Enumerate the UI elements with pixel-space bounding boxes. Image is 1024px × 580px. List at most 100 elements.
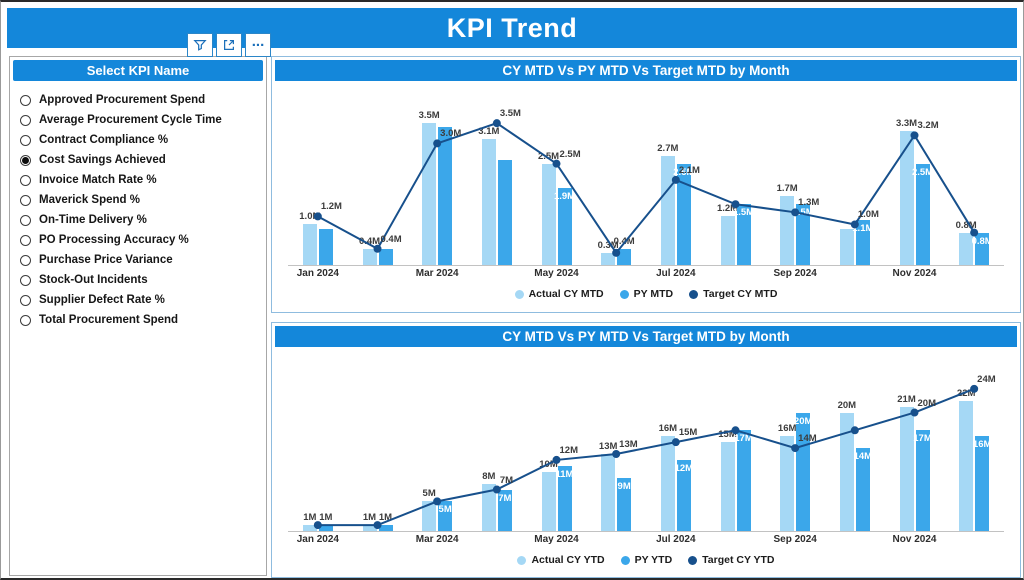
py-bar[interactable]: [318, 525, 333, 531]
actual-bar[interactable]: [899, 131, 914, 265]
x-axis-label: Nov 2024: [892, 268, 937, 279]
kpi-option-0[interactable]: Approved Procurement Spend: [20, 90, 258, 110]
target-label: 2.5M: [559, 148, 581, 160]
kpi-option-label: On-Time Delivery %: [39, 214, 147, 226]
visual-toolbar: ...: [187, 33, 271, 57]
radio-button[interactable]: [20, 134, 31, 146]
actual-bar[interactable]: [959, 400, 974, 531]
x-axis-label: Nov 2024: [892, 534, 937, 545]
py-bar[interactable]: [796, 412, 811, 531]
data-label: 1.1M: [852, 223, 874, 235]
actual-bar[interactable]: [601, 252, 616, 265]
radio-button[interactable]: [20, 114, 31, 126]
kpi-option-10[interactable]: Supplier Defect Rate %: [20, 290, 258, 310]
mtd-chart-plot-area[interactable]: 1.0M 0.4M 3.5M 3.1M 2.5M 0.3M 2.7M 1.2M 1.7M 3.3M…: [288, 85, 1004, 266]
actual-bar[interactable]: [780, 436, 795, 531]
radio-button[interactable]: [20, 274, 31, 286]
data-label: 1.7M: [776, 183, 798, 195]
legend-label: Target CY MTD: [703, 288, 778, 300]
kpi-option-label: Contract Compliance %: [39, 134, 169, 146]
actual-bar[interactable]: [541, 471, 556, 531]
kpi-option-5[interactable]: Maverick Spend %: [20, 190, 258, 210]
radio-button[interactable]: [20, 314, 31, 326]
data-label: 11M: [555, 468, 574, 480]
py-bar[interactable]: [617, 248, 632, 265]
kpi-slicer-panel: Select KPI Name Approved Procurement Spe…: [9, 56, 267, 576]
kpi-option-8[interactable]: Purchase Price Variance: [20, 250, 258, 270]
py-bar[interactable]: [676, 163, 691, 265]
actual-bar[interactable]: [362, 525, 377, 531]
actual-bar[interactable]: [720, 442, 735, 531]
expand-button[interactable]: [216, 33, 242, 57]
kpi-option-label: Cost Savings Achieved: [39, 154, 166, 166]
actual-bar[interactable]: [362, 248, 377, 265]
py-bar[interactable]: [378, 248, 393, 265]
py-bar[interactable]: [497, 159, 512, 265]
actual-bar[interactable]: [541, 163, 556, 265]
data-label: 9M: [617, 480, 631, 492]
x-axis-label: Sep 2024: [773, 534, 817, 545]
target-label: 3.2M: [917, 120, 939, 132]
ytd-chart-plot-area[interactable]: 1M 1M 5M 8M 10M 13M 16M 15M 16M 20M 21M 22M 1M 1M 5M 7M…: [288, 351, 1004, 532]
kpi-option-7[interactable]: PO Processing Accuracy %: [20, 230, 258, 250]
kpi-option-2[interactable]: Contract Compliance %: [20, 130, 258, 150]
radio-button[interactable]: [20, 254, 31, 266]
actual-bar[interactable]: [601, 454, 616, 531]
py-bar[interactable]: [438, 127, 453, 265]
actual-bar[interactable]: [481, 139, 496, 265]
ytd-x-axis: Jan 2024 Mar 2024 May 2024 Jul 2024 Sep 2024…: [288, 534, 1004, 549]
py-bar[interactable]: [378, 525, 393, 531]
kpi-option-9[interactable]: Stock-Out Incidents: [20, 270, 258, 290]
target-legend-dot: [688, 555, 698, 565]
series-legend-dot: [620, 555, 630, 565]
mtd-chart-title: CY MTD Vs PY MTD Vs Target MTD by Month: [275, 60, 1017, 81]
data-label: 0.8M: [955, 219, 977, 231]
actual-bar[interactable]: [302, 525, 317, 531]
data-label: 2.5M: [911, 166, 934, 178]
legend-item: Target CY MTD: [689, 288, 777, 300]
filter-icon: [193, 38, 207, 52]
py-bar[interactable]: [318, 228, 333, 265]
radio-button[interactable]: [20, 194, 31, 206]
more-options-button[interactable]: ...: [245, 33, 271, 57]
data-label: 2.7M: [657, 142, 679, 154]
actual-bar[interactable]: [899, 406, 914, 531]
py-bar[interactable]: [736, 430, 751, 531]
radio-button[interactable]: [20, 174, 31, 186]
x-axis-label: May 2024: [534, 268, 579, 279]
actual-bar[interactable]: [660, 436, 675, 531]
x-axis-label: Jul 2024: [656, 534, 696, 545]
ytd-chart-title: CY MTD Vs PY MTD Vs Target MTD by Month: [275, 326, 1017, 347]
py-bar[interactable]: [915, 430, 930, 531]
data-label: 1.0M: [299, 211, 321, 223]
py-bar[interactable]: [975, 436, 990, 531]
actual-bar[interactable]: [422, 123, 437, 265]
kpi-list: Approved Procurement Spend Average Procur…: [10, 84, 266, 330]
target-label: 7M: [499, 474, 514, 486]
radio-button[interactable]: [20, 214, 31, 226]
kpi-option-4[interactable]: Invoice Match Rate %: [20, 170, 258, 190]
radio-button[interactable]: [20, 294, 31, 306]
x-axis-label: Sep 2024: [773, 268, 817, 279]
data-label: 16M: [972, 439, 992, 451]
actual-bar[interactable]: [720, 216, 735, 265]
ytd-chart-panel: CY MTD Vs PY MTD Vs Target MTD by Month …: [271, 322, 1021, 578]
actual-bar[interactable]: [481, 483, 496, 531]
radio-button[interactable]: [20, 234, 31, 246]
expand-icon: [222, 38, 236, 52]
page-title: KPI Trend: [446, 12, 578, 43]
filter-button[interactable]: [187, 33, 213, 57]
radio-button[interactable]: [20, 94, 31, 106]
actual-bar[interactable]: [302, 224, 317, 265]
legend-item: PY MTD: [619, 288, 673, 300]
py-bar[interactable]: [975, 232, 990, 265]
kpi-option-11[interactable]: Total Procurement Spend: [20, 310, 258, 330]
kpi-option-1[interactable]: Average Procurement Cycle Time: [20, 110, 258, 130]
radio-button[interactable]: [20, 154, 31, 166]
kpi-option-3[interactable]: Cost Savings Achieved: [20, 150, 258, 170]
x-axis-label: Jul 2024: [656, 268, 696, 279]
py-bar[interactable]: [915, 163, 930, 265]
kpi-option-6[interactable]: On-Time Delivery %: [20, 210, 258, 230]
actual-bar[interactable]: [839, 412, 854, 531]
